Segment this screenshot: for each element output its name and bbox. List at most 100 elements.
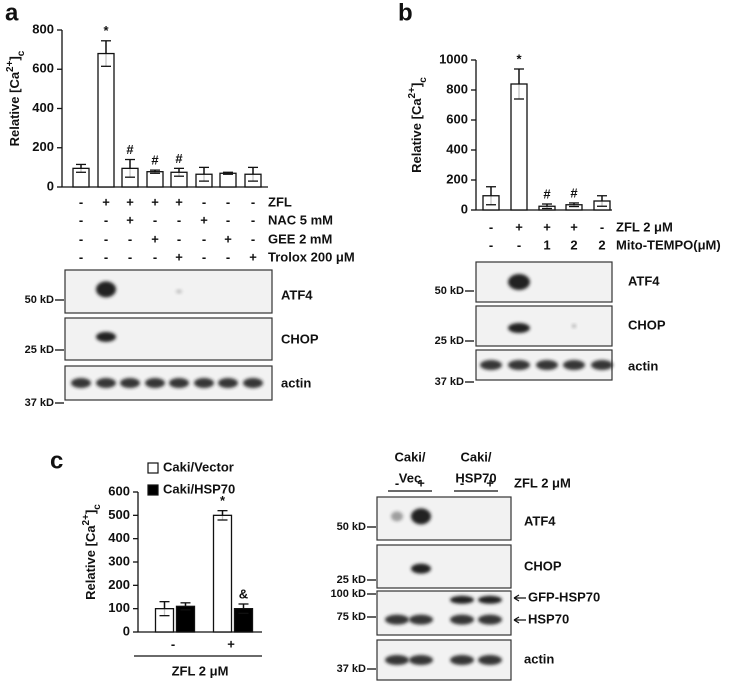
treatment-sign: + [126,194,134,209]
y-tick-label: 800 [32,21,54,36]
treatment-sign: + [249,249,257,264]
blot-band [480,360,502,370]
blot-panel [64,317,273,361]
y-tick-label: 200 [446,171,468,186]
treatment-sign: - [226,212,230,227]
treatment-label: GEE 2 mM [268,231,332,246]
y-label-part: ] [7,56,22,60]
blot-band [508,274,530,290]
y-tick-label: 200 [32,139,54,154]
mw-marker: 37 kD [25,397,54,409]
mw-marker: 25 kD [337,574,366,586]
significance-mark: & [239,586,248,601]
treatment-sign: - [79,194,83,209]
blot-label: CHOP [281,331,319,346]
blot-band [96,378,116,388]
treatment-sign: + [570,219,578,234]
blot-band [120,378,140,388]
bar [233,608,254,633]
y-tick-label: 500 [108,507,130,522]
y-label-part: c [418,77,429,83]
blot-band [409,655,433,665]
bar [565,204,583,211]
treatment-sign: + [151,194,159,209]
significance-mark: # [175,151,183,166]
treatment-sign: - [517,237,521,252]
bar [154,608,175,633]
bar [219,172,237,188]
treatment-sign: - [395,475,399,490]
treatment-sign: - [79,231,83,246]
treatment-sign: - [202,231,206,246]
blot-band [194,378,214,388]
y-tick-label: 600 [446,111,468,126]
blot-band [145,378,165,388]
blot-band [385,655,409,665]
blot-band [478,614,502,625]
y-tick-label: 1000 [439,51,468,66]
blot-label: HSP70 [528,611,569,626]
bar [170,171,188,188]
blot-band [218,378,238,388]
arrow [513,594,526,602]
y-tick-label: 400 [446,141,468,156]
x-axis-label: ZFL 2 μM [172,663,229,678]
blot-panel [475,305,613,347]
legend-swatch [147,484,159,496]
treatment-label: Mito-TEMPO(μM) [616,237,721,252]
treatment-sign: 2 [598,237,605,252]
treatment-sign: - [226,194,230,209]
treatment-sign: - [460,475,464,490]
blot-label: actin [524,651,554,666]
blot-header: Caki/ [460,449,491,464]
treatment-label: ZFL 2 μM [514,475,571,490]
treatment-sign: - [489,237,493,252]
blot-band [409,614,433,625]
blot-header: HSP70 [455,470,496,485]
treatment-sign: - [489,219,493,234]
y-tick-label: 100 [108,600,130,615]
blot-band [176,289,182,294]
blot-band [508,360,530,370]
y-tick-label: 0 [47,178,54,193]
significance-mark: # [570,185,578,200]
blot-band [450,655,474,665]
blot-panel [64,269,273,314]
blot-label: actin [281,375,311,390]
y-tick-label: 800 [446,81,468,96]
y-axis-label: Relative [Ca2+]c [81,504,103,600]
blot-band [563,360,585,370]
panel-letter: b [398,0,413,26]
y-tick-label: 600 [32,61,54,76]
blot-band [411,508,431,525]
treatment-sign: - [202,249,206,264]
blot-band [243,378,263,388]
mw-marker: 25 kD [25,344,54,356]
mw-marker: 50 kD [25,294,54,306]
treatment-sign: + [417,475,425,490]
treatment-sign: 1 [543,237,550,252]
blot-band [411,563,431,574]
mw-marker: 25 kD [435,335,464,347]
y-label-part: c [16,50,27,56]
treatment-sign: - [177,231,181,246]
blot-band [96,281,116,298]
mw-marker: 100 kD [331,588,367,600]
y-label-part: ] [409,83,424,87]
treatment-sign: - [600,219,604,234]
blot-label: CHOP [628,317,666,332]
blot-band [71,378,91,388]
bar [97,52,115,188]
y-label-part: Relative [Ca [409,98,424,173]
mw-marker: 50 kD [337,521,366,533]
blot-band [450,595,474,604]
treatment-sign: + [543,219,551,234]
blot-band [508,323,530,333]
mw-marker: 75 kD [337,611,366,623]
blot-label: CHOP [524,558,562,573]
blot-band [591,360,613,370]
bar [72,167,90,188]
treatment-sign: - [251,212,255,227]
blot-band [450,614,474,625]
